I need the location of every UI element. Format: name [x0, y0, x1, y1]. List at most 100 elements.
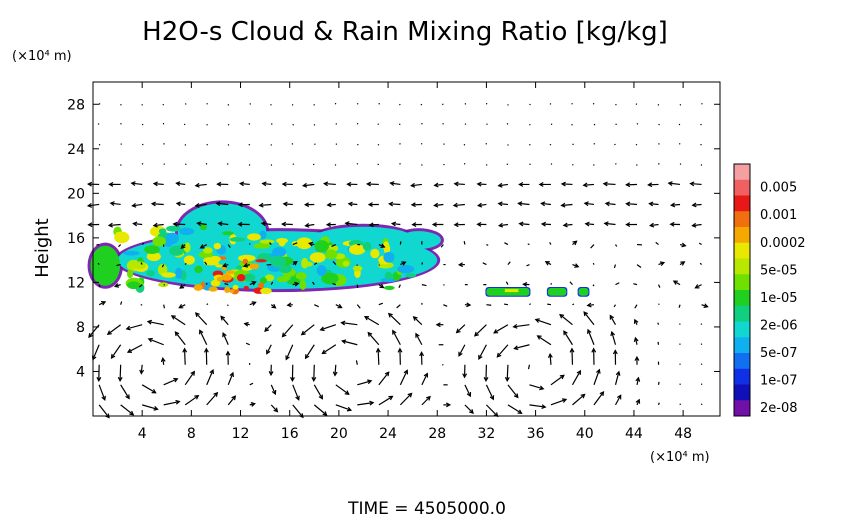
wind-vector-head — [483, 376, 489, 383]
cloud-patch — [301, 257, 309, 269]
wind-vector-head — [175, 201, 181, 207]
wind-vector-head — [209, 368, 215, 375]
wind-vector — [700, 143, 702, 146]
wind-vector — [227, 144, 230, 146]
wind-vector — [320, 324, 336, 331]
wind-vector — [503, 303, 509, 306]
wind-vector — [542, 223, 551, 226]
wind-vector — [116, 264, 121, 267]
colorbar-swatch — [734, 195, 750, 212]
wind-vector — [324, 182, 336, 186]
wind-vector — [184, 262, 187, 265]
wind-vector — [110, 202, 121, 206]
cloud-patch — [144, 245, 160, 254]
x-tick-label: 8 — [187, 426, 196, 442]
wind-vector-head — [132, 221, 138, 227]
wind-vector — [140, 262, 143, 265]
wind-vector — [399, 143, 401, 145]
wind-vector — [486, 244, 489, 246]
wind-vector — [529, 404, 546, 408]
wind-vector-head — [603, 221, 609, 227]
wind-vector-head — [150, 201, 156, 207]
wind-vector — [529, 303, 532, 306]
wind-vector — [421, 262, 424, 265]
wind-vector — [541, 202, 552, 206]
cloud-core — [241, 266, 253, 271]
wind-vector — [535, 319, 552, 326]
wind-vector-head — [346, 406, 353, 412]
wind-vector — [549, 242, 552, 245]
wind-vector — [592, 102, 595, 105]
wind-vector-head — [389, 181, 395, 186]
wind-vector — [443, 304, 448, 307]
wind-vector — [345, 222, 358, 226]
colorbar-label: 1e-05 — [760, 291, 798, 306]
wind-vector-head — [388, 395, 394, 401]
wind-vector — [133, 222, 143, 226]
wind-vector — [547, 303, 552, 306]
cloud-patch — [213, 242, 222, 250]
cloud-core — [216, 276, 224, 282]
wind-vector-head — [453, 181, 459, 187]
wind-vector — [240, 182, 250, 186]
wind-vector — [657, 341, 660, 345]
wind-vector-head — [469, 409, 474, 414]
wind-vector — [634, 304, 638, 309]
wind-vector — [658, 143, 660, 145]
cloud-patch — [362, 241, 372, 251]
cloud-patch — [299, 279, 307, 291]
wind-vector — [420, 103, 423, 106]
wind-vector — [222, 332, 229, 345]
wind-vector — [266, 344, 272, 354]
cloud-core — [224, 286, 231, 293]
wind-vector — [572, 303, 575, 306]
wind-vector — [583, 311, 595, 326]
wind-vector — [529, 384, 544, 390]
wind-vector — [206, 369, 214, 386]
cloud-patch — [221, 231, 234, 236]
wind-vector — [195, 312, 208, 326]
wind-vector — [163, 304, 166, 309]
wind-vector — [206, 303, 209, 306]
wind-vector — [197, 222, 207, 226]
wind-vector — [603, 183, 616, 186]
wind-vector — [322, 344, 337, 354]
wind-vector-head — [147, 337, 153, 343]
x-tick-label: 36 — [527, 426, 545, 442]
wind-vector-head — [633, 318, 639, 324]
cloud-patch — [382, 241, 390, 252]
wind-vector-head — [113, 283, 120, 288]
wind-vector-head — [659, 261, 666, 267]
colorbar-swatch — [734, 384, 750, 401]
wind-vector-head — [560, 202, 566, 208]
wind-vector — [227, 244, 231, 248]
cloud-patch — [383, 251, 395, 263]
y-tick-label: 24 — [67, 142, 85, 158]
wind-vector — [206, 392, 218, 406]
wind-vector — [527, 243, 530, 246]
wind-vector — [485, 164, 488, 166]
wind-vector — [335, 404, 352, 411]
wind-vector — [463, 143, 466, 146]
wind-vector-head — [390, 221, 397, 227]
wind-vector — [399, 370, 408, 386]
wind-vector-head — [649, 222, 655, 228]
wind-vector-head — [446, 402, 452, 408]
wind-vector — [613, 264, 617, 269]
cloud-patch — [384, 271, 393, 280]
wind-vector — [248, 123, 251, 125]
time-footer: TIME = 4505000.0 — [347, 499, 506, 519]
wind-vector — [398, 284, 401, 289]
wind-vector — [559, 314, 573, 326]
wind-vector — [633, 283, 638, 286]
wind-vector-head — [497, 201, 503, 207]
wind-vector-head — [87, 222, 93, 228]
wind-vector — [549, 143, 552, 146]
wind-vector-head — [369, 400, 375, 406]
wind-vector-head — [559, 374, 565, 380]
wind-vector-head — [251, 281, 257, 286]
wind-vector-head — [179, 284, 185, 289]
wind-vector-head — [215, 201, 221, 207]
wind-vector — [378, 371, 390, 386]
wind-vector-head — [476, 221, 482, 227]
